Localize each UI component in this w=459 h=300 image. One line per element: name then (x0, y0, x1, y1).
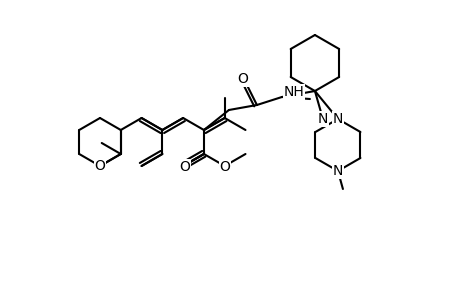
Text: O: O (237, 72, 248, 86)
Text: N: N (332, 164, 342, 178)
Text: N: N (332, 112, 342, 126)
Text: N: N (317, 112, 327, 126)
Text: O: O (95, 159, 105, 173)
Text: O: O (179, 160, 190, 174)
Text: NH: NH (283, 85, 304, 99)
Text: O: O (219, 160, 230, 174)
